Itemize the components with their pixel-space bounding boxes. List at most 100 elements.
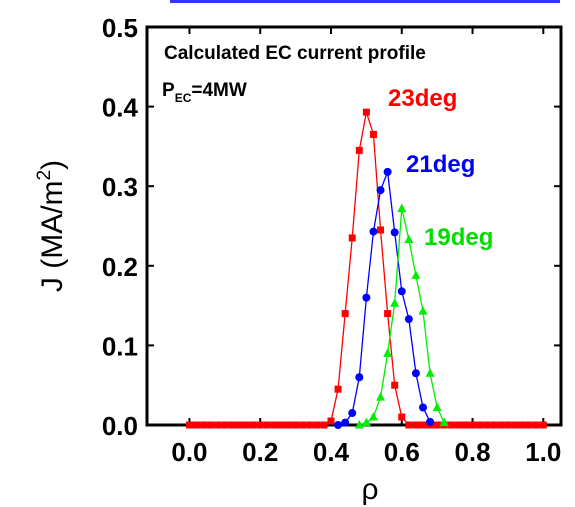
data-point-23deg [320,421,328,429]
chart-subtitle: Calculated EC current profile [164,43,426,64]
data-point-21deg [426,417,435,426]
data-point-21deg [334,421,343,429]
series-line-23deg [189,111,544,426]
data-point-21deg [383,167,392,176]
data-point-19deg [354,420,364,429]
data-point-23deg [461,421,469,429]
data-point-23deg [214,421,222,429]
y-tick-label: 0.1 [102,331,138,361]
data-point-21deg [411,369,420,378]
data-point-23deg [228,421,236,429]
data-point-21deg [369,227,378,236]
data-point-23deg [355,146,363,154]
x-tick-label: 0.8 [454,437,490,467]
data-point-23deg [433,421,441,429]
data-point-23deg [235,421,243,429]
data-point-19deg [425,368,435,377]
data-point-19deg [376,392,386,401]
data-point-23deg [200,421,208,429]
data-point-23deg [518,421,526,429]
data-point-23deg [447,421,455,429]
data-point-23deg [405,421,413,429]
y-axis-title: J (MA/m2) [34,160,69,292]
data-point-23deg [525,421,533,429]
series-layer [185,108,547,429]
y-tick-label: 0.0 [102,411,138,441]
data-point-23deg [532,421,540,429]
data-point-19deg [390,298,400,307]
data-point-23deg [263,421,271,429]
x-tick-label: 0.4 [313,437,350,467]
x-tick-label: 0.2 [242,437,278,467]
data-point-23deg [398,413,406,421]
data-point-21deg [376,186,385,195]
data-point-21deg [362,293,371,302]
x-axis-title: ρ [361,473,378,506]
series-label-19deg: 19deg [424,224,493,251]
plot-frame [145,25,563,427]
data-point-23deg [292,421,300,429]
data-point-23deg [504,421,512,429]
x-tick-label: 1.0 [525,437,561,467]
data-point-23deg [193,421,201,429]
data-point-23deg [285,421,293,429]
x-tick-label: 0.0 [171,437,207,467]
series-label-21deg: 21deg [406,151,475,178]
data-point-23deg [384,310,392,318]
x-tick-label: 0.6 [384,437,420,467]
data-point-21deg [404,315,413,324]
data-point-23deg [511,421,519,429]
data-point-23deg [221,421,229,429]
data-point-23deg [454,421,462,429]
series-label-23deg: 23deg [388,85,457,112]
data-point-23deg [369,130,377,138]
data-point-23deg [313,421,321,429]
data-point-23deg [539,421,547,429]
data-point-19deg [418,306,428,315]
data-point-21deg [390,228,399,237]
data-point-21deg [341,418,350,427]
data-point-19deg [411,270,421,279]
data-point-21deg [348,409,357,418]
power-annotation: PEC=4MW [162,80,247,105]
data-point-23deg [362,108,370,116]
data-point-23deg [249,421,257,429]
data-point-19deg [383,348,393,357]
data-point-23deg [469,421,477,429]
data-point-19deg [432,402,442,411]
data-point-23deg [497,421,505,429]
data-point-23deg [476,421,484,429]
data-point-23deg [327,417,335,425]
data-point-23deg [256,421,264,429]
data-point-23deg [277,421,285,429]
y-tick-label: 0.2 [102,252,138,282]
data-point-23deg [490,421,498,429]
series-line-21deg [337,171,431,426]
y-tick-label: 0.4 [102,93,139,123]
data-point-23deg [306,421,314,429]
data-point-23deg [412,421,420,429]
data-point-19deg [361,417,371,427]
data-point-21deg [397,287,406,296]
data-point-23deg [299,421,307,429]
data-point-23deg [377,226,385,234]
data-point-19deg [439,417,449,427]
data-point-23deg [341,310,349,318]
data-point-23deg [207,421,215,429]
data-point-19deg [397,203,407,212]
data-point-21deg [355,373,364,382]
y-tick-label: 0.5 [102,13,138,43]
data-point-19deg [404,234,414,244]
data-point-23deg [270,421,278,429]
data-point-23deg [483,421,491,429]
data-point-23deg [419,421,427,429]
data-point-23deg [242,421,250,429]
data-point-23deg [391,381,399,389]
data-point-19deg [368,412,378,421]
y-tick-label: 0.3 [102,172,138,202]
data-point-23deg [348,234,356,242]
data-point-21deg [419,403,427,412]
data-point-23deg [334,385,342,393]
data-point-23deg [185,421,193,429]
